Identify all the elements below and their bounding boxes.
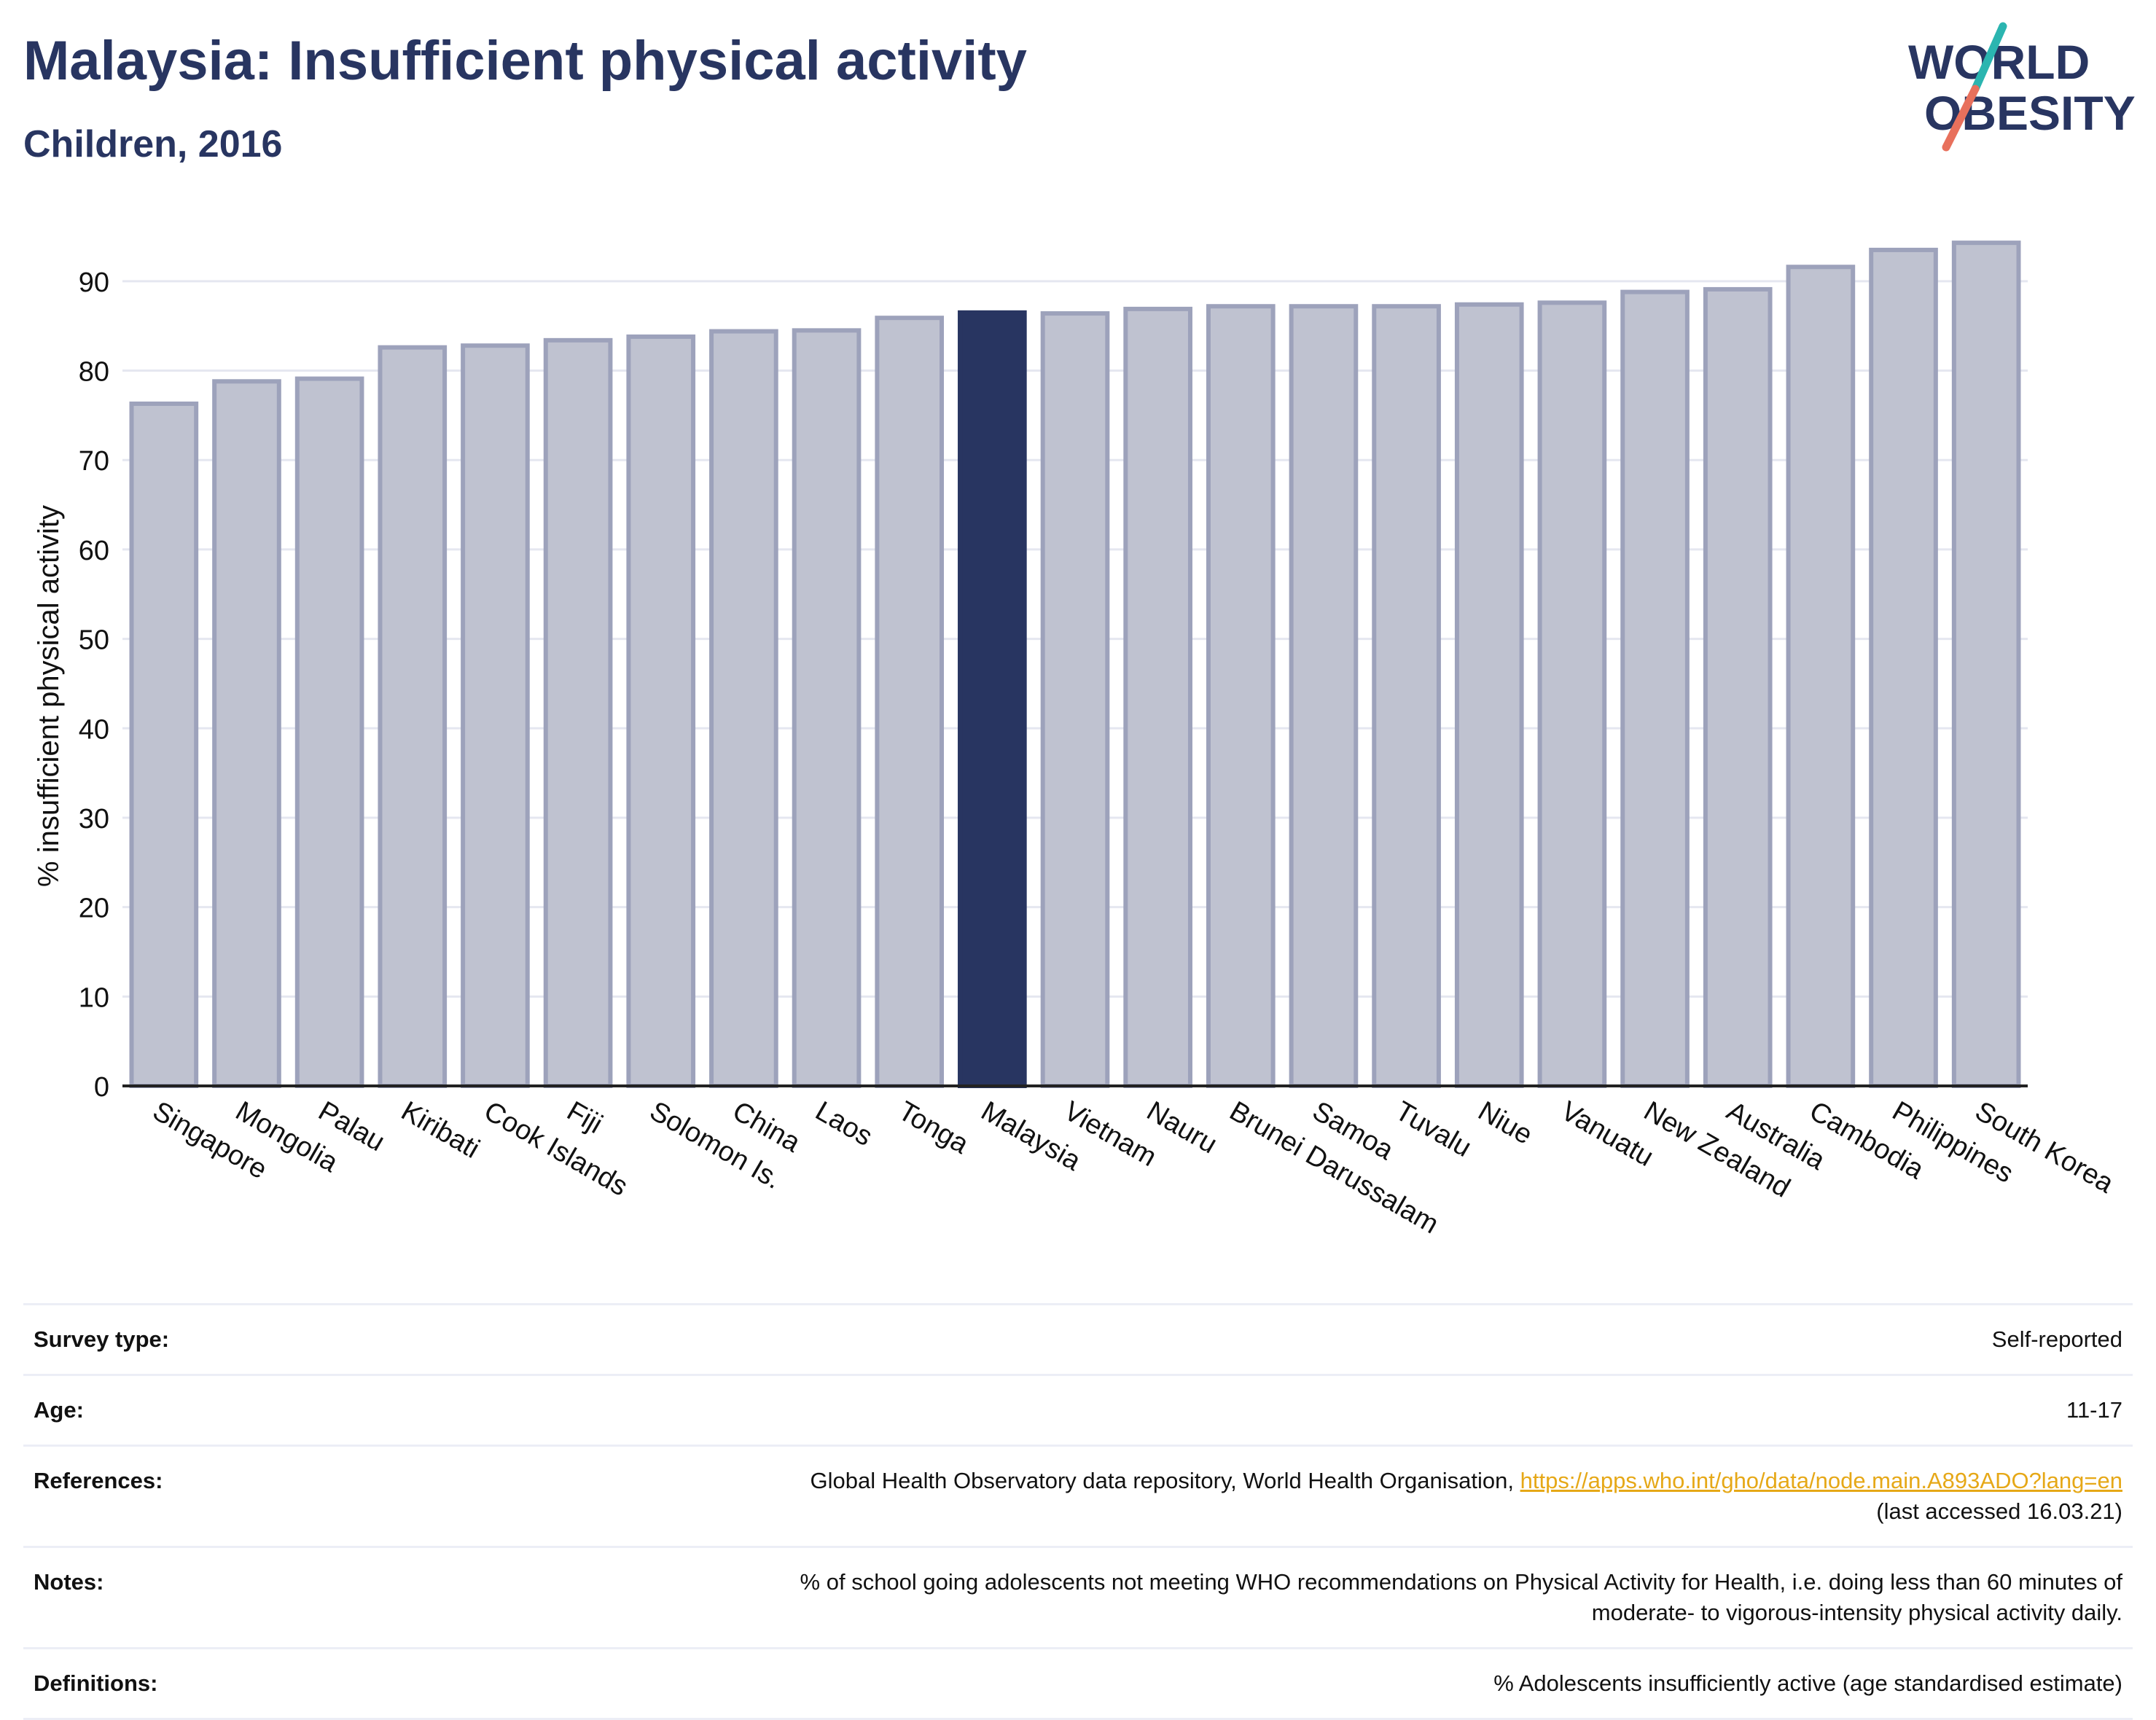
reference-source-text: Global Health Observatory data repositor… <box>810 1468 1520 1493</box>
notes-line-2: moderate- to vigorous-intensity physical… <box>1591 1600 2122 1625</box>
x-tick-label: Vanuatu <box>1555 1095 1658 1173</box>
x-tick-label: Niue <box>1473 1095 1538 1150</box>
y-tick-label: 10 <box>79 982 109 1013</box>
bar-cook-islands <box>461 343 530 1088</box>
info-label: Age: <box>23 1374 306 1446</box>
logo-slash-bottom-icon <box>1942 85 1980 152</box>
bar-new-zealand <box>1620 289 1690 1089</box>
x-tick-label: Laos <box>811 1095 878 1152</box>
bar-laos <box>792 328 862 1089</box>
y-tick-label: 90 <box>79 267 109 298</box>
bar-tuvalu <box>1372 304 1441 1088</box>
y-axis-ticks: 0 10 20 30 40 50 60 70 80 90 <box>79 267 109 1103</box>
info-label: Definitions: <box>23 1647 306 1720</box>
bar-cambodia <box>1786 265 1856 1088</box>
reference-accessed-text: (last accessed 16.03.21) <box>1876 1498 2122 1524</box>
bar-vanuatu <box>1537 300 1607 1088</box>
bar-philippines <box>1869 247 1938 1089</box>
info-value: Global Health Observatory data repositor… <box>306 1445 2133 1547</box>
bar-brunei-darussalam <box>1206 304 1276 1088</box>
bar-chart: 0 10 20 30 40 50 60 70 80 90 SingaporeMongoliaPal… <box>33 241 2119 1240</box>
y-tick-label: 70 <box>79 446 109 477</box>
world-obesity-logo: WORLD OBESITY <box>1908 22 2136 152</box>
info-row-age: Age: 11-17 <box>23 1374 2133 1446</box>
chart-bars <box>129 241 2021 1089</box>
bar-mongolia <box>212 379 281 1088</box>
bar-china <box>709 329 778 1089</box>
bar-palau <box>294 376 364 1088</box>
info-label: References: <box>23 1445 306 1547</box>
bar-singapore <box>129 401 199 1088</box>
bar-malaysia <box>958 310 1027 1088</box>
x-tick-label: Kiribati <box>396 1095 485 1164</box>
y-tick-label: 50 <box>79 625 109 656</box>
bar-tonga <box>875 316 945 1088</box>
bar-kiribati <box>378 345 448 1088</box>
info-row-notes: Notes: % of school going adolescents not… <box>23 1546 2133 1649</box>
info-row-definitions: Definitions: % Adolescents insufficientl… <box>23 1647 2133 1720</box>
bar-south-korea <box>1951 241 2021 1089</box>
info-value: Self-reported <box>306 1303 2133 1375</box>
info-row-references: References: Global Health Observatory da… <box>23 1445 2133 1547</box>
y-tick-label: 80 <box>79 357 109 388</box>
x-tick-label: Tuvalu <box>1390 1095 1477 1163</box>
bar-niue <box>1454 302 1524 1088</box>
page-subtitle: Children, 2016 <box>23 123 283 165</box>
info-value: 11-17 <box>306 1374 2133 1446</box>
y-tick-label: 40 <box>79 714 109 745</box>
bar-nauru <box>1123 306 1192 1088</box>
info-table: Survey type: Self-reported Age: 11-17 Re… <box>23 1303 2133 1720</box>
x-tick-label: Cook Islands <box>479 1095 633 1202</box>
bar-vietnam <box>1040 311 1110 1088</box>
info-row-survey-type: Survey type: Self-reported <box>23 1303 2133 1375</box>
info-value: % Adolescents insufficiently active (age… <box>306 1647 2133 1720</box>
info-label: Notes: <box>23 1546 306 1649</box>
y-tick-label: 0 <box>94 1072 109 1103</box>
reference-link[interactable]: https://apps.who.int/gho/data/node.main.… <box>1520 1468 2122 1493</box>
x-tick-label: Fiji <box>562 1095 608 1140</box>
x-tick-label: Tonga <box>893 1095 974 1160</box>
bar-solomon-is <box>626 334 696 1089</box>
info-value: % of school going adolescents not meetin… <box>306 1546 2133 1649</box>
y-tick-label: 30 <box>79 804 109 834</box>
logo-slash-top-icon <box>1971 22 2007 93</box>
y-tick-label: 60 <box>79 536 109 566</box>
bar-australia <box>1703 286 1773 1089</box>
info-label: Survey type: <box>23 1303 306 1375</box>
y-axis-label: % insufficient physical activity <box>33 505 65 887</box>
bar-samoa <box>1289 304 1359 1088</box>
notes-line-1: % of school going adolescents not meetin… <box>800 1569 2122 1595</box>
page-title: Malaysia: Insufficient physical activity <box>23 30 1027 92</box>
bar-fiji <box>543 337 613 1089</box>
y-tick-label: 20 <box>79 894 109 924</box>
